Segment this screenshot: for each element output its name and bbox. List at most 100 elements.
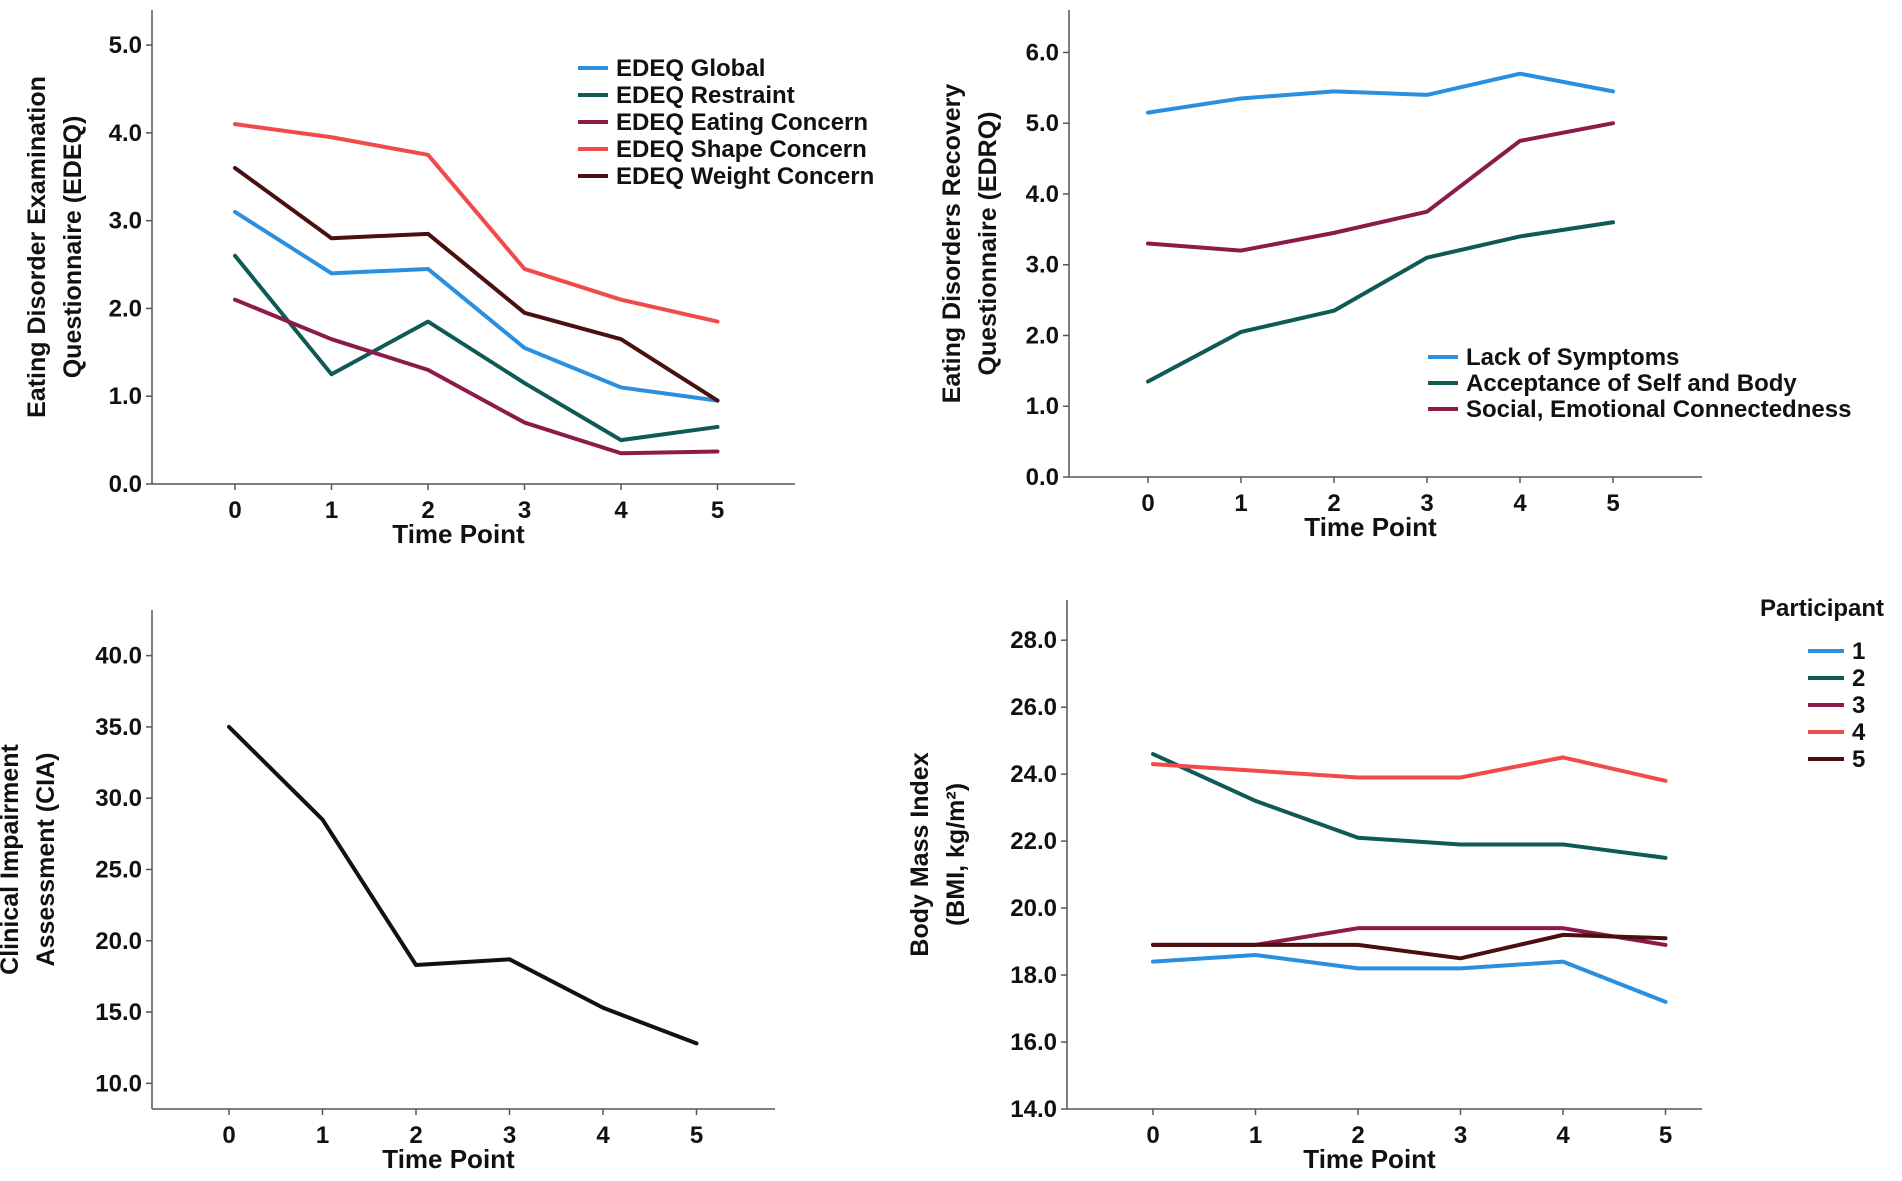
bmi-y-tick-label: 24.0 (1010, 761, 1057, 788)
cia-y-tick-label: 30.0 (95, 785, 142, 812)
bmi-legend-title: Participant (1760, 595, 1884, 622)
edeq-legend-label: EDEQ Restraint (616, 82, 795, 109)
bmi-y-tick-label: 22.0 (1010, 828, 1057, 855)
edeq-x-tick-label: 4 (614, 497, 628, 524)
cia-x-tick-label: 4 (596, 1122, 610, 1149)
edrq-x-tick-label: 0 (1141, 490, 1154, 517)
edrq-y-tick-label: 5.0 (1026, 110, 1059, 137)
edeq-y-axis-label: Eating Disorder Examination Questionnaire… (23, 76, 87, 418)
cia-x-tick-label: 3 (503, 1122, 516, 1149)
cia-y-tick-label: 20.0 (95, 928, 142, 955)
edeq-y-tick-label: 3.0 (109, 208, 142, 235)
edrq-x-tick-label: 4 (1513, 490, 1527, 517)
edeq-series-edeq-weight-concern (233, 166, 720, 403)
cia-y-axis-label: Clinical Impairment Assessment (CIA) (0, 744, 60, 975)
cia-x-tick-label: 0 (222, 1122, 235, 1149)
edeq-y-tick-label: 5.0 (109, 32, 142, 59)
cia-y-axis-label-line: Assessment (CIA) (32, 753, 60, 967)
bmi-chart: 14.016.018.020.022.024.026.028.00 1 2 3 4 5Ti… (906, 595, 1884, 1174)
edrq-series-acceptance-of-self-and-body (1146, 220, 1615, 384)
edeq-y-axis-label-line: Eating Disorder Examination (23, 76, 51, 418)
edrq-y-tick-label: 4.0 (1026, 181, 1059, 208)
edeq-series-edeq-shape-concern (233, 122, 720, 324)
cia-x-tick-label: 1 (316, 1122, 329, 1149)
bmi-x-tick-label: 2 (1351, 1122, 1364, 1149)
bmi-y-tick-label: 28.0 (1010, 627, 1057, 654)
bmi-x-tick-label: 3 (1454, 1122, 1467, 1149)
bmi-legend-label: 1 (1852, 638, 1865, 665)
edrq-y-tick-label: 0.0 (1026, 464, 1059, 491)
edeq-legend-label: EDEQ Shape Concern (616, 136, 867, 163)
edrq-legend-label: Social, Emotional Connectedness (1466, 396, 1851, 423)
bmi-y-tick-label: 26.0 (1010, 694, 1057, 721)
bmi-y-tick-label: 14.0 (1010, 1096, 1057, 1123)
bmi-x-axis-label: Time Point (1303, 1144, 1436, 1174)
edrq-series-lack-of-symptoms (1146, 71, 1615, 115)
edrq-x-tick-label: 2 (1327, 490, 1340, 517)
bmi-y-axis-label-line: (BMI, kg/m²) (942, 783, 970, 926)
cia-y-axis-label-line: Clinical Impairment (0, 744, 24, 975)
cia-x-tick-label: 2 (409, 1122, 422, 1149)
edrq-series-social-emotional-connectedness (1146, 121, 1615, 253)
edeq-legend-label: EDEQ Global (616, 55, 765, 82)
edeq-chart: 0.0 1.0 2.0 3.0 4.0 5.0 0 1 2 3 4 5 Time Point Eating… (23, 10, 874, 549)
cia-series-cia (227, 724, 699, 1046)
edeq-x-tick-label: 3 (518, 497, 531, 524)
edeq-x-tick-label: 2 (421, 497, 434, 524)
cia-x-tick-label: 5 (690, 1122, 703, 1149)
bmi-y-axis-label: Body Mass Index (BMI, kg/m²) (906, 752, 970, 956)
edeq-series-edeq-restraint (233, 253, 720, 443)
bmi-x-tick-label: 4 (1556, 1122, 1570, 1149)
edrq-y-tick-label: 2.0 (1026, 322, 1059, 349)
edeq-x-axis-label: Time Point (392, 519, 525, 549)
edrq-x-tick-label: 1 (1234, 490, 1247, 517)
edeq-x-tick-label: 1 (325, 497, 338, 524)
edrq-y-tick-label: 6.0 (1026, 39, 1059, 66)
edrq-y-axis-label: Eating Disorders Recovery Questionnaire (… (938, 84, 1002, 404)
edrq-legend-label: Lack of Symptoms (1466, 344, 1679, 371)
cia-y-tick-label: 10.0 (95, 1070, 142, 1097)
cia-y-tick-label: 25.0 (95, 856, 142, 883)
edeq-y-tick-label: 0.0 (109, 471, 142, 498)
edrq-y-axis-label-line: Questionnaire (EDRQ) (974, 112, 1002, 376)
edrq-y-axis-label-line: Eating Disorders Recovery (938, 84, 966, 404)
bmi-y-tick-label: 18.0 (1010, 962, 1057, 989)
edeq-series-edeq-global (233, 209, 720, 403)
edeq-legend-label: EDEQ Eating Concern (616, 109, 868, 136)
edeq-y-tick-label: 4.0 (109, 120, 142, 147)
bmi-series-1 (1151, 952, 1668, 1004)
bmi-series-2 (1151, 752, 1668, 860)
bmi-y-tick-label: 16.0 (1010, 1029, 1057, 1056)
edeq-y-axis-label-line: Questionnaire (EDEQ) (59, 116, 87, 379)
edeq-x-tick-label: 0 (228, 497, 241, 524)
bmi-x-tick-label: 5 (1659, 1122, 1672, 1149)
edrq-x-tick-label: 5 (1606, 490, 1619, 517)
bmi-legend-label: 4 (1852, 719, 1866, 746)
bmi-legend-label: 2 (1852, 665, 1865, 692)
edrq-chart: 0.0 1.0 2.0 3.0 4.0 5.0 6.0 0 1 2 3 4 5 Time Point Eat… (938, 10, 1851, 542)
cia-y-tick-label: 15.0 (95, 999, 142, 1026)
edeq-y-tick-label: 2.0 (109, 295, 142, 322)
edrq-legend-label: Acceptance of Self and Body (1466, 370, 1797, 397)
edrq-x-tick-label: 3 (1420, 490, 1433, 517)
bmi-x-tick-label: 0 (1146, 1122, 1159, 1149)
edrq-x-axis-label: Time Point (1304, 512, 1437, 542)
edrq-y-tick-label: 1.0 (1026, 393, 1059, 420)
cia-chart: 10.0 15.0 20.0 25.0 30.0 35.0 40.0 0 1 2 3 4 5 Time P… (0, 610, 775, 1174)
cia-x-axis-label: Time Point (382, 1144, 515, 1174)
bmi-legend-label: 5 (1852, 746, 1865, 773)
bmi-legend-label: 3 (1852, 692, 1865, 719)
bmi-x-tick-label: 1 (1249, 1122, 1262, 1149)
cia-y-tick-label: 40.0 (95, 643, 142, 670)
bmi-series-4 (1151, 755, 1668, 783)
edeq-legend-label: EDEQ Weight Concern (616, 163, 874, 190)
edrq-y-tick-label: 3.0 (1026, 252, 1059, 279)
edeq-series-edeq-eating-concern (233, 297, 720, 456)
bmi-series-5 (1151, 932, 1668, 961)
cia-y-tick-label: 35.0 (95, 714, 142, 741)
edeq-x-tick-label: 5 (711, 497, 724, 524)
bmi-y-axis-label-line: Body Mass Index (906, 752, 934, 956)
edeq-y-tick-label: 1.0 (109, 383, 142, 410)
bmi-y-tick-label: 20.0 (1010, 895, 1057, 922)
